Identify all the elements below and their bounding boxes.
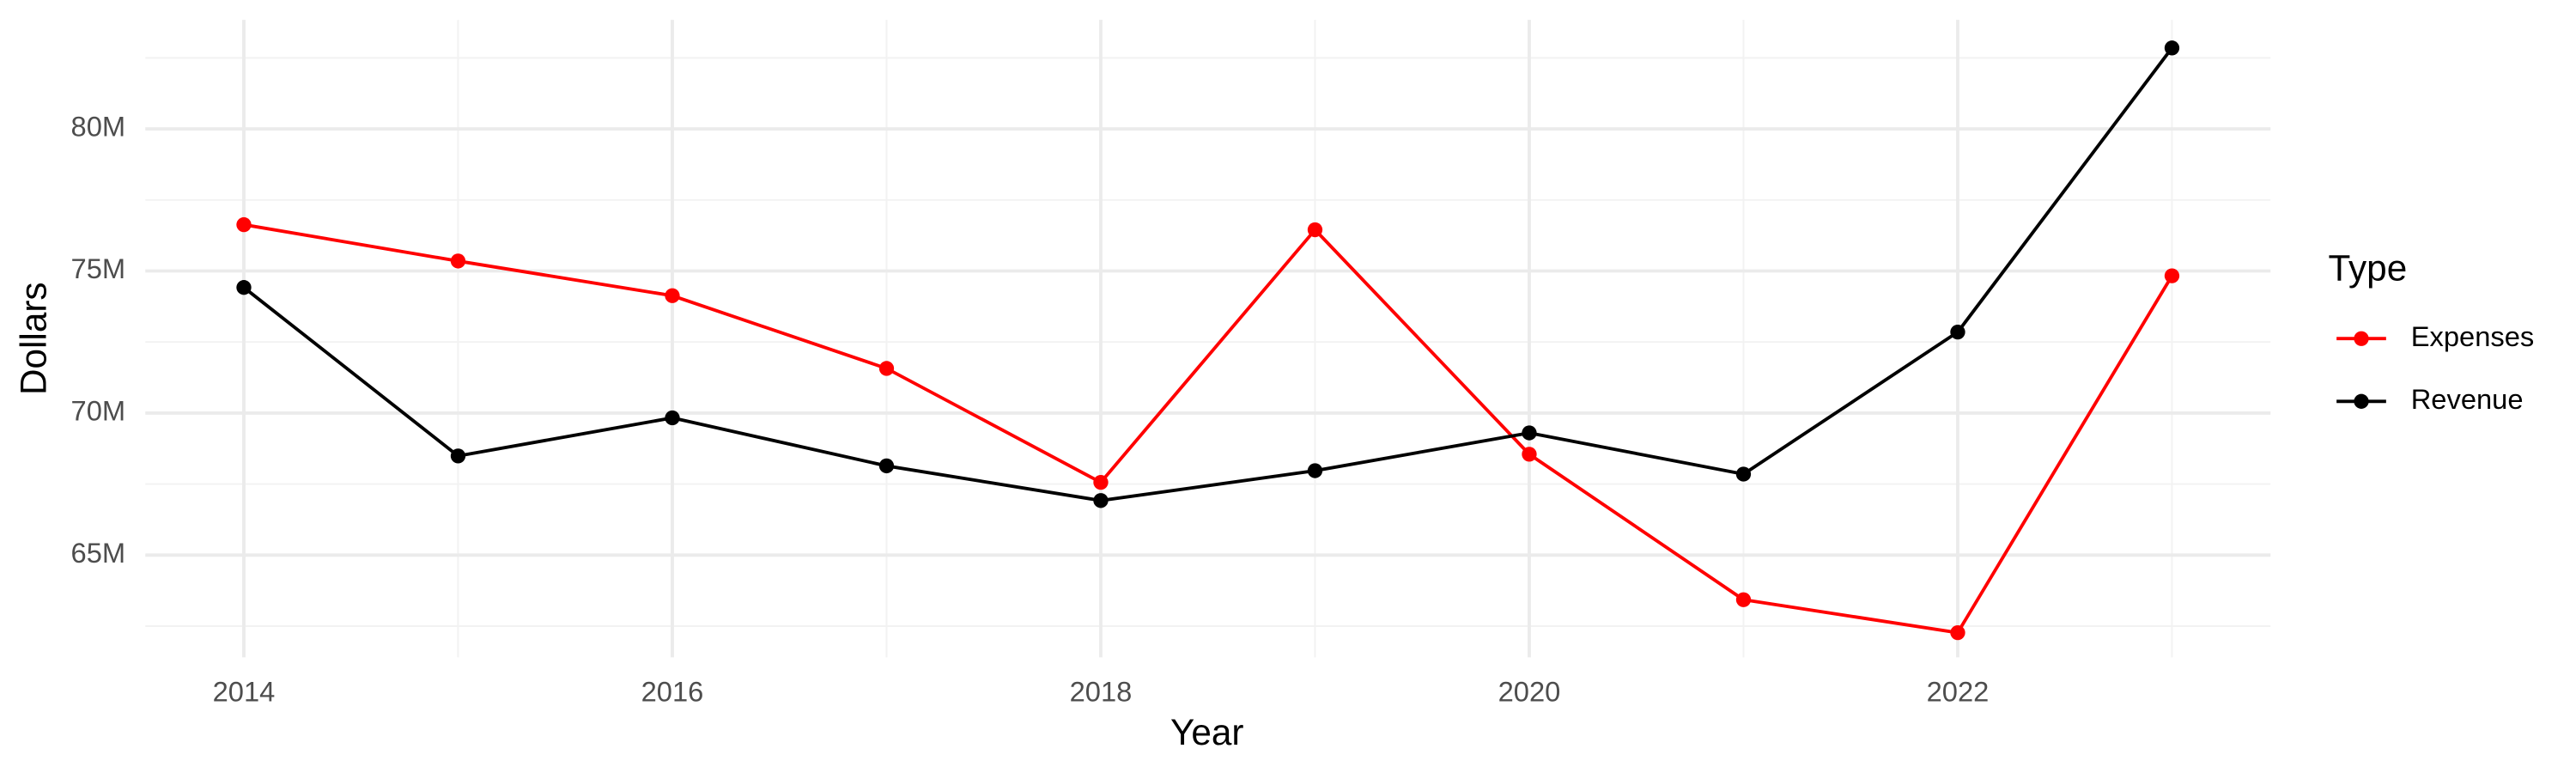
data-point	[1307, 463, 1323, 478]
y-axis-label: Dollars	[13, 282, 53, 395]
legend-label: Revenue	[2411, 383, 2524, 415]
data-point	[450, 448, 466, 464]
x-tick-label: 2016	[641, 675, 704, 707]
data-point	[1735, 466, 1752, 482]
series-line	[242, 46, 2173, 502]
x-tick-label: 2022	[1927, 675, 1990, 707]
data-point	[1950, 324, 1965, 340]
x-tick-label: 2020	[1498, 675, 1561, 707]
data-point	[665, 288, 680, 303]
x-tick-label: 2018	[1070, 675, 1133, 707]
data-point	[1735, 592, 1752, 607]
series-line	[243, 222, 2174, 635]
data-point	[878, 361, 895, 376]
data-point	[1307, 222, 1323, 238]
y-tick-label: 80M	[71, 111, 126, 143]
data-point	[236, 280, 252, 295]
data-point	[1093, 474, 1109, 490]
data-point	[1950, 624, 1965, 641]
x-tick-label: 2014	[213, 675, 276, 707]
data-point	[2164, 40, 2180, 56]
data-point	[1522, 447, 1537, 462]
legend-key-point	[2354, 331, 2369, 346]
y-tick-label: 75M	[71, 253, 126, 284]
data-point	[1522, 425, 1537, 441]
data-point	[450, 253, 466, 269]
data-point	[2164, 268, 2180, 283]
data-point	[665, 410, 680, 426]
data-point	[236, 216, 252, 233]
data-point	[878, 458, 895, 474]
legend-key-point	[2354, 393, 2369, 409]
legend-label: Expenses	[2411, 320, 2535, 352]
legend-title: Type	[2329, 248, 2408, 289]
y-tick-label: 70M	[71, 395, 126, 427]
data-point	[1093, 493, 1109, 508]
y-tick-label: 65M	[71, 537, 126, 569]
x-axis-label: Year	[1170, 712, 1243, 752]
